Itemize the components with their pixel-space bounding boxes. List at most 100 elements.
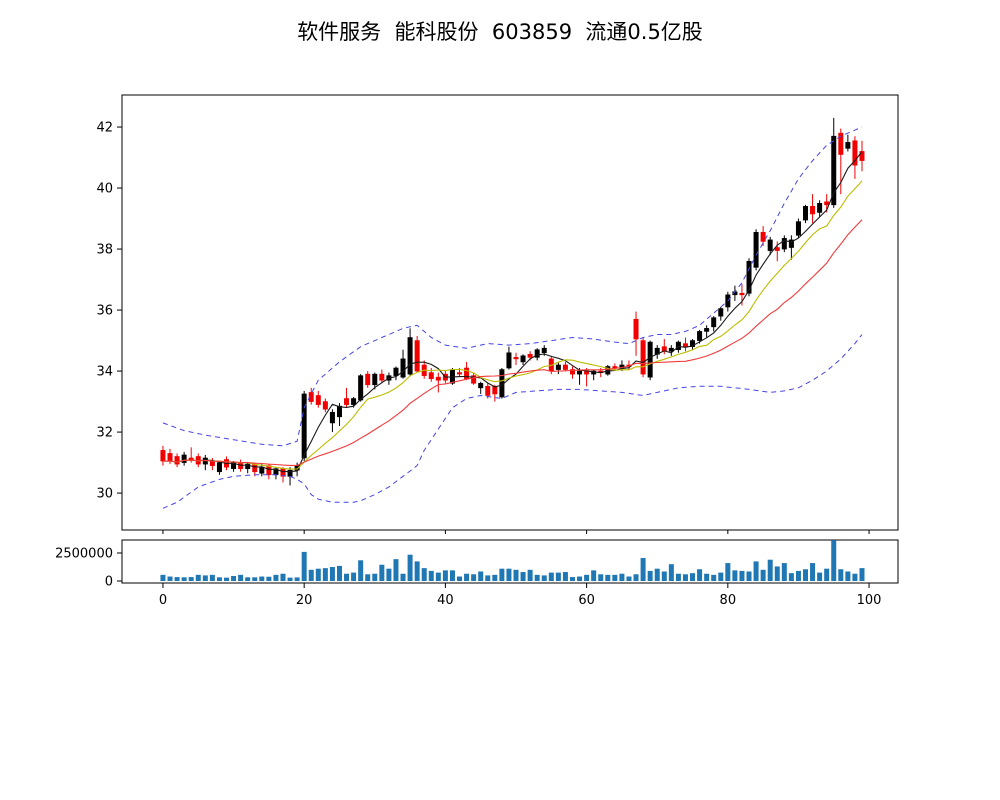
- candle-down: [682, 337, 688, 352]
- volume-bar: [591, 570, 597, 582]
- volume-bar: [541, 575, 547, 582]
- volume-bar: [471, 574, 477, 582]
- candle-down: [852, 136, 858, 179]
- candle-down: [435, 372, 441, 393]
- volume-bar: [160, 574, 166, 582]
- candle-up: [781, 235, 787, 253]
- volume-bar: [704, 573, 710, 582]
- volume-bar: [202, 575, 208, 582]
- volume-bar: [188, 577, 194, 582]
- volume-bar: [803, 569, 809, 582]
- candle-down: [344, 387, 350, 408]
- volume-bar: [435, 572, 441, 582]
- volume-bar: [668, 564, 674, 582]
- candle-up: [795, 218, 801, 239]
- volume-bar: [845, 571, 851, 582]
- volume-bar: [513, 569, 519, 582]
- volume-bar: [605, 574, 611, 582]
- volume-bar: [697, 569, 703, 582]
- candle-up: [577, 368, 583, 385]
- svg-text:80: 80: [720, 593, 737, 608]
- svg-text:30: 30: [96, 487, 113, 502]
- volume-bar: [485, 575, 491, 582]
- chart-title: 软件服务 能科股份 603859 流通0.5亿股: [297, 20, 703, 44]
- candle-down: [640, 337, 646, 378]
- volume-bar: [379, 564, 385, 582]
- volume-bar: [690, 573, 696, 582]
- candle-up: [831, 117, 837, 208]
- candle-down: [280, 467, 286, 483]
- svg-text:2500000: 2500000: [55, 547, 113, 562]
- volume-bar: [824, 568, 830, 582]
- volume-bar: [520, 572, 526, 582]
- candle-up: [845, 134, 851, 152]
- candle-down: [379, 369, 385, 384]
- volume-bar: [675, 573, 681, 582]
- candle-up: [287, 467, 293, 486]
- volume-bar: [626, 576, 632, 582]
- price-x-ticks: [162, 530, 870, 534]
- volume-bar: [788, 573, 794, 582]
- volume-bar: [499, 568, 505, 582]
- volume-bar: [393, 559, 399, 582]
- volume-bar: [852, 573, 858, 582]
- volume-bar: [746, 571, 752, 582]
- candle-up: [506, 346, 512, 370]
- candle-up: [400, 349, 406, 379]
- volume-bar: [464, 573, 470, 582]
- volume-bar: [633, 574, 639, 582]
- volume-bar: [428, 570, 434, 582]
- volume-bar: [774, 566, 780, 582]
- candle-up: [216, 461, 222, 475]
- candle-down: [859, 140, 865, 172]
- volume-bar: [266, 576, 272, 582]
- volume-bar: [548, 572, 554, 582]
- candle-down: [485, 383, 491, 399]
- candle-up: [520, 354, 526, 365]
- candle-up: [725, 291, 731, 312]
- candle-down: [569, 366, 575, 379]
- volume-bar: [365, 574, 371, 582]
- volume-bar: [654, 568, 660, 582]
- volume-bar: [725, 563, 731, 582]
- candle-up: [704, 325, 710, 338]
- candle-down: [633, 311, 639, 356]
- candle-up: [668, 345, 674, 356]
- candle-up: [803, 204, 809, 224]
- volume-bar: [555, 572, 561, 582]
- candle-up: [817, 200, 823, 218]
- volume-bar: [534, 574, 540, 582]
- volume-bar: [795, 570, 801, 582]
- volume-bar: [329, 567, 335, 582]
- candle-up: [647, 340, 653, 381]
- volume-bar: [442, 570, 448, 582]
- candle-down: [471, 372, 477, 385]
- ma-line-ma10: [163, 180, 863, 470]
- volume-bar: [414, 561, 420, 582]
- candle-up: [591, 369, 597, 381]
- svg-text:20: 20: [296, 593, 313, 608]
- volume-bar: [478, 571, 484, 582]
- svg-text:32: 32: [96, 426, 113, 441]
- volume-bar: [767, 559, 773, 582]
- candle-up: [767, 236, 773, 256]
- volume-bar: [195, 574, 201, 582]
- candle-up: [718, 307, 724, 321]
- volume-panel: [121, 539, 899, 584]
- volume-bar: [336, 565, 342, 582]
- volume-bar: [315, 568, 321, 582]
- volume-bar: [831, 540, 837, 582]
- candle-up: [711, 316, 717, 332]
- candle-up: [181, 451, 187, 466]
- volume-bar: [372, 573, 378, 582]
- volume-bar: [640, 558, 646, 582]
- candle-down: [174, 453, 180, 468]
- candle-down: [322, 398, 328, 413]
- volume-bar: [351, 572, 357, 582]
- volume-bar: [238, 574, 244, 582]
- candle-up: [753, 229, 759, 271]
- candle-down: [562, 361, 568, 372]
- volume-bar: [584, 574, 590, 582]
- volume-bar: [209, 574, 215, 582]
